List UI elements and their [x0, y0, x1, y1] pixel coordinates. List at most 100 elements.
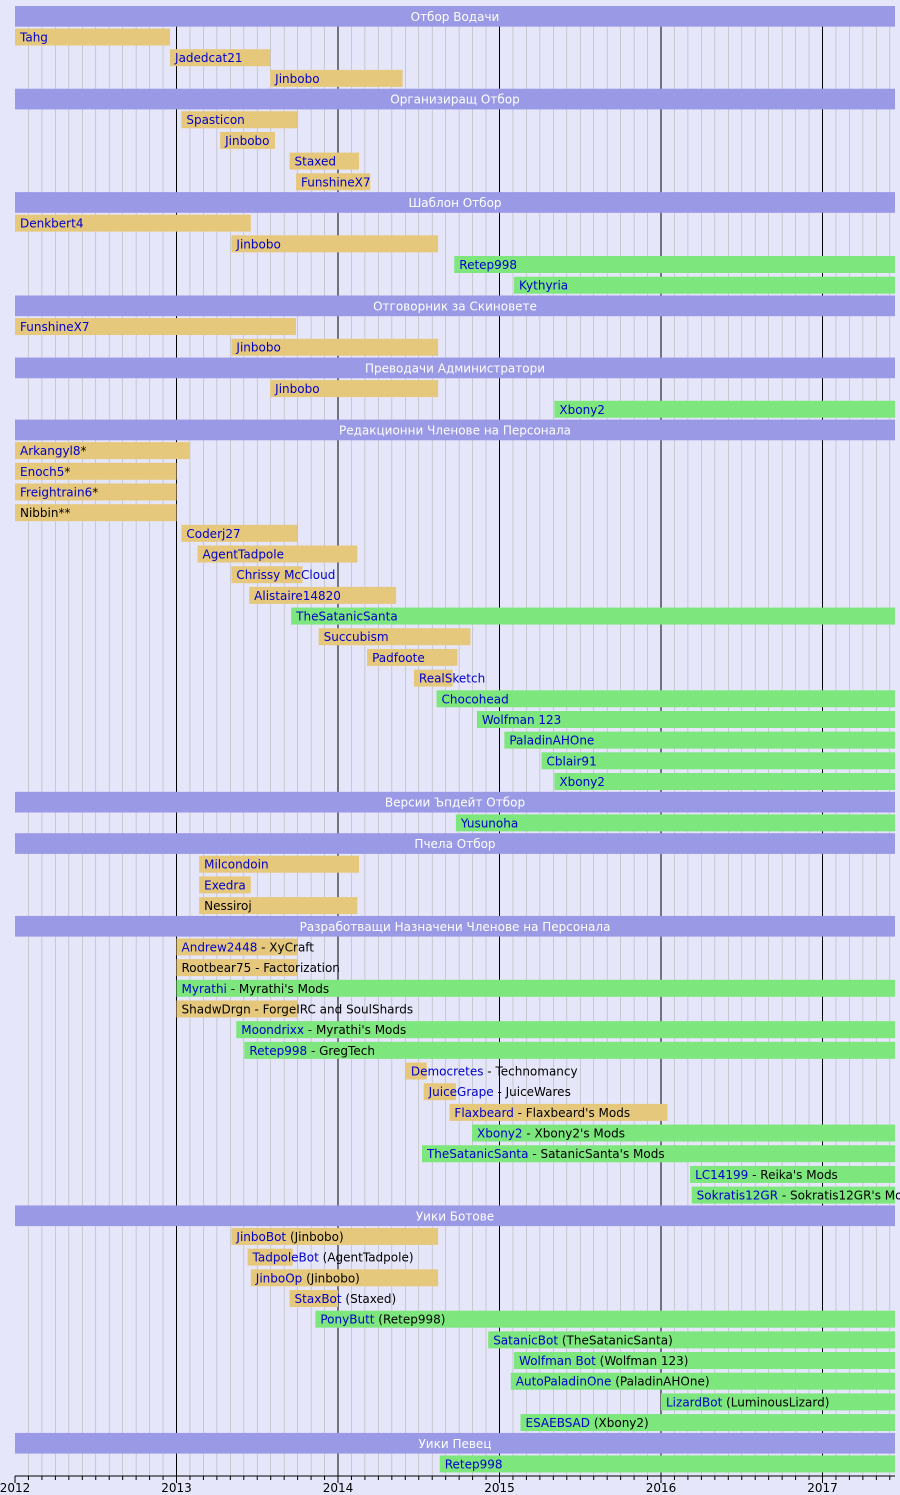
member-link[interactable]: AgentTadpole [202, 548, 284, 562]
bar-label: Arkangyl8* [20, 444, 87, 458]
member-link[interactable]: Jinbobo [235, 237, 280, 251]
member-link[interactable]: Exedra [204, 878, 246, 892]
member-link[interactable]: Enoch5 [20, 465, 64, 479]
bar-label: PaladinAHOne [509, 734, 594, 748]
section-label: Шаблон Отбор [408, 196, 501, 210]
timeline-bar [15, 483, 177, 501]
bar-label: Enoch5* [20, 465, 70, 479]
member-link[interactable]: Xbony2 [477, 1127, 523, 1141]
member-link[interactable]: FunshineX7 [20, 320, 90, 334]
timeline-bar [199, 876, 251, 894]
member-link[interactable]: JuiceGrape [428, 1085, 494, 1099]
bar-label: Padfoote [372, 651, 425, 665]
member-link[interactable]: JinboOp [255, 1271, 302, 1285]
timeline-bar [176, 959, 298, 977]
member-link[interactable]: LC14199 [695, 1168, 748, 1182]
member-link[interactable]: Moondrixx [241, 1023, 304, 1037]
member-link[interactable]: SatanicBot [493, 1333, 558, 1347]
member-link[interactable]: FunshineX7 [301, 175, 371, 189]
member-link[interactable]: Kythyria [519, 279, 568, 293]
member-link[interactable]: Denkbert4 [20, 217, 83, 231]
member-link[interactable]: Yusunoha [460, 816, 518, 830]
member-link[interactable]: Tahg [19, 31, 48, 45]
tick-label: 2012 [0, 1481, 30, 1495]
member-link[interactable]: Padfoote [372, 651, 425, 665]
member-link[interactable]: ESAEBSAD [525, 1416, 590, 1430]
bar-label: Democretes - Technomancy [411, 1065, 578, 1079]
member-link[interactable]: Jinbobo [224, 134, 269, 148]
member-link[interactable]: Wolfman Bot [519, 1354, 596, 1368]
section-band [15, 192, 895, 213]
tick-label: 2017 [807, 1481, 838, 1495]
timeline-bar [176, 1000, 298, 1018]
member-link[interactable]: Flaxbeard [454, 1106, 513, 1120]
member-link[interactable]: Wolfman 123 [482, 713, 561, 727]
member-link[interactable]: StaxBot [295, 1292, 342, 1306]
member-link[interactable]: Sokratis12GR [697, 1189, 778, 1203]
timeline-bar [291, 607, 895, 625]
timeline-bar [15, 214, 251, 232]
bar-label: LC14199 - Reika's Mods [695, 1168, 838, 1182]
section-label: Отговорник за Скиновете [373, 299, 537, 313]
member-link[interactable]: Coderj27 [186, 527, 240, 541]
timeline-bar [488, 1331, 895, 1349]
member-link[interactable]: TadpoleBot [252, 1251, 320, 1265]
member-link[interactable]: Jinbobo [274, 72, 319, 86]
section-band [15, 6, 895, 27]
member-note: - Sokratis12GR's Mods [778, 1189, 900, 1203]
bar-label: Milcondoin [204, 858, 268, 872]
timeline-bar [421, 1145, 895, 1163]
member-link[interactable]: LizardBot [666, 1395, 723, 1409]
member-link[interactable]: RealSketch [419, 672, 485, 686]
member-link[interactable]: Democretes [411, 1065, 484, 1079]
bar-label: Coderj27 [186, 527, 240, 541]
member-link[interactable]: Chocohead [442, 692, 509, 706]
timeline-bar [220, 131, 276, 149]
timeline-bar [15, 442, 190, 460]
timeline-bar [15, 504, 177, 522]
member-link[interactable]: Jinbobo [235, 341, 280, 355]
bar-label: Nibbin** [20, 506, 70, 520]
member-link[interactable]: AutoPaladinOne [516, 1375, 612, 1389]
member-link[interactable]: Chrissy McCloud [236, 568, 335, 582]
timeline-bar [236, 1021, 895, 1039]
member-note: - ForgeIRC and SoulShards [251, 1002, 413, 1016]
member-link[interactable]: JinboBot [235, 1230, 286, 1244]
member-link[interactable]: PonyButt [320, 1313, 374, 1327]
bar-label: Wolfman 123 [482, 713, 561, 727]
bar-label: Jinbobo [235, 237, 280, 251]
member-link[interactable]: Arkangyl8 [20, 444, 81, 458]
member-link[interactable]: Freightrain6 [20, 485, 92, 499]
section-band [15, 419, 895, 441]
bar-label: SatanicBot (TheSatanicSanta) [493, 1333, 673, 1347]
bar-label: Chrissy McCloud [236, 568, 335, 582]
member-link[interactable]: TheSatanicSanta [426, 1147, 529, 1161]
timeline-bar [454, 256, 895, 273]
section-label: Организиращ Отбор [390, 93, 519, 107]
member-link[interactable]: Alistaire14820 [254, 589, 341, 603]
member-link[interactable]: Myrathi [182, 982, 227, 996]
bar-label: Freightrain6* [20, 485, 98, 499]
member-link[interactable]: Andrew2448 [182, 940, 258, 954]
member-link[interactable]: Staxed [295, 155, 336, 169]
timeline-bar [514, 276, 895, 294]
tick-label: 2016 [646, 1481, 677, 1495]
member-link[interactable]: Jinbobo [274, 382, 319, 396]
timeline-bar [289, 152, 359, 170]
timeline-bar [318, 628, 471, 646]
member-link[interactable]: TheSatanicSanta [295, 610, 398, 624]
timeline-bar [176, 979, 895, 997]
member-link[interactable]: Succubism [324, 630, 389, 644]
member-link[interactable]: Spasticon [186, 113, 244, 127]
member-link[interactable]: Retep998 [445, 1457, 503, 1471]
timeline-bar [413, 669, 453, 687]
member-note: (AgentTadpole) [319, 1251, 414, 1265]
member-link[interactable]: Retep998 [249, 1044, 307, 1058]
member-link[interactable]: Xbony2 [559, 775, 605, 789]
member-link[interactable]: Jadedcat21 [174, 51, 242, 65]
member-link[interactable]: PaladinAHOne [509, 734, 594, 748]
member-link[interactable]: Retep998 [459, 258, 517, 272]
member-link[interactable]: Milcondoin [204, 858, 268, 872]
member-link[interactable]: Cblair91 [546, 754, 596, 768]
member-link[interactable]: Xbony2 [559, 403, 605, 417]
